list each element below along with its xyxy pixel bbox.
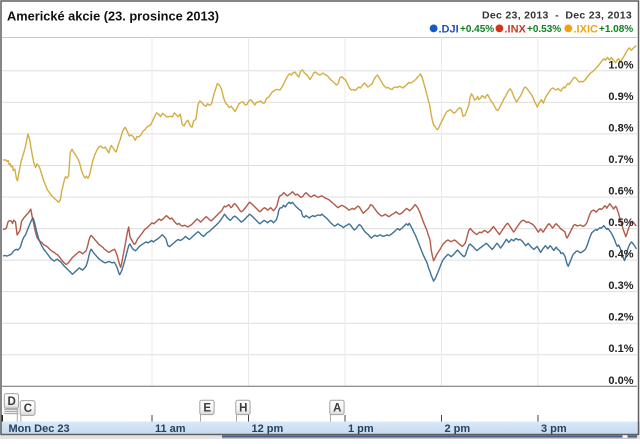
- svg-text:A: A: [333, 402, 341, 414]
- svg-text:0.3%: 0.3%: [608, 280, 633, 292]
- svg-text:Dec 23, 2013 - Dec 23, 2013: Dec 23, 2013 - Dec 23, 2013: [482, 10, 632, 22]
- svg-text:2 pm: 2 pm: [445, 423, 471, 435]
- svg-text:.DJI: .DJI: [439, 24, 459, 36]
- svg-text:Americké akcie (23. prosince 2: Americké akcie (23. prosince 2013): [7, 9, 219, 24]
- svg-text:11 am: 11 am: [155, 423, 186, 435]
- svg-text:0.1%: 0.1%: [608, 343, 633, 355]
- svg-text:.INX: .INX: [505, 24, 527, 36]
- svg-text:D: D: [8, 396, 16, 408]
- svg-text:.IXIC: .IXIC: [574, 24, 599, 36]
- svg-text:12 pm: 12 pm: [252, 423, 284, 435]
- svg-text:C: C: [24, 403, 32, 415]
- svg-text:0.4%: 0.4%: [608, 249, 633, 261]
- svg-text:0.5%: 0.5%: [608, 217, 633, 229]
- svg-text:E: E: [203, 402, 211, 414]
- svg-text:0.0%: 0.0%: [608, 375, 633, 387]
- svg-text:3 pm: 3 pm: [541, 423, 567, 435]
- svg-text:1 pm: 1 pm: [348, 423, 374, 435]
- svg-text:0.6%: 0.6%: [608, 186, 633, 198]
- svg-text:0.2%: 0.2%: [608, 312, 633, 324]
- svg-text:1.0%: 1.0%: [608, 59, 633, 71]
- svg-text:H: H: [239, 402, 247, 414]
- svg-text:0.7%: 0.7%: [608, 154, 633, 166]
- svg-text:+0.45%: +0.45%: [460, 24, 494, 35]
- svg-text:0.9%: 0.9%: [608, 91, 633, 103]
- svg-text:+1.08%: +1.08%: [599, 24, 633, 35]
- svg-text:Mon Dec 23: Mon Dec 23: [9, 423, 70, 435]
- svg-text:0.8%: 0.8%: [608, 122, 633, 134]
- svg-text:+0.53%: +0.53%: [527, 24, 561, 35]
